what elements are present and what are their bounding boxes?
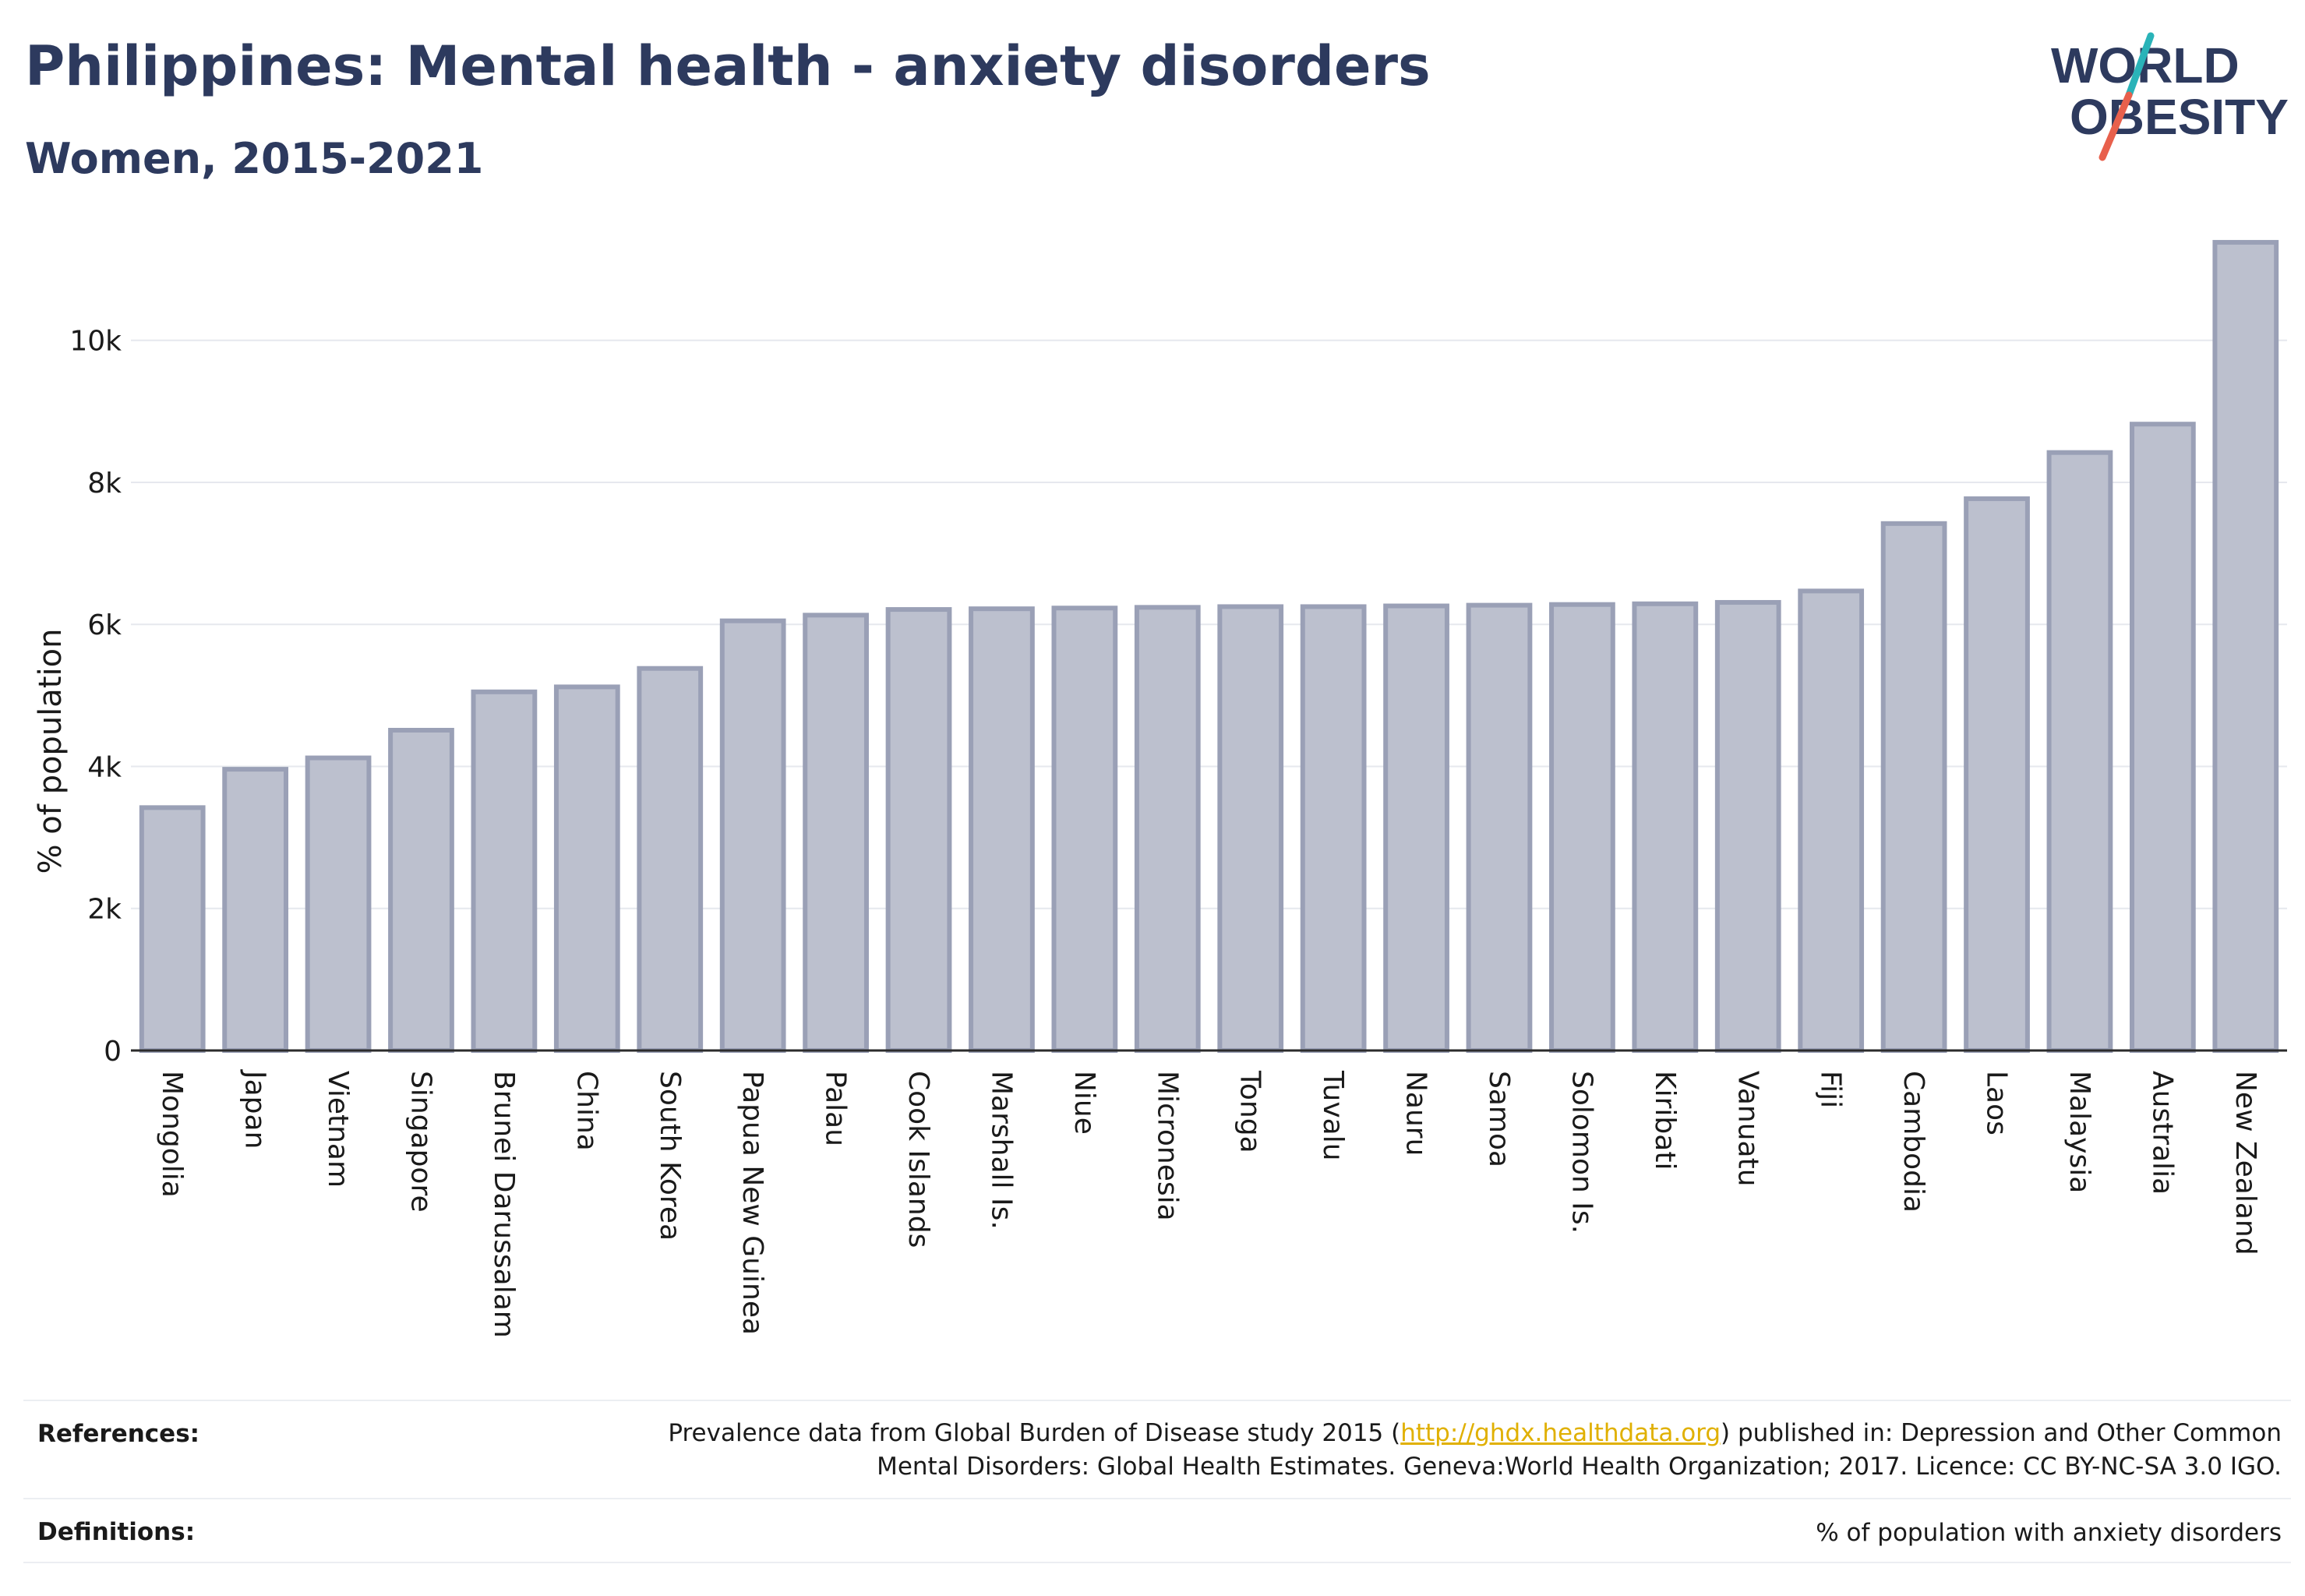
x-tick-label: Fiji xyxy=(1815,1071,1847,1108)
bar-laos[interactable] xyxy=(1964,496,2030,1053)
bar-niue[interactable] xyxy=(1051,606,1118,1053)
bar-palau[interactable] xyxy=(803,613,869,1053)
definitions-label: Definitions: xyxy=(37,1518,196,1546)
x-tick-label: New Zealand xyxy=(2229,1071,2261,1255)
y-tick-label: 10k xyxy=(69,326,122,358)
y-tick-label: 0 xyxy=(104,1036,122,1068)
references-link[interactable]: http://ghdx.healthdata.org xyxy=(1400,1419,1721,1447)
bar-malaysia[interactable] xyxy=(2046,450,2113,1053)
x-tick-label: Samoa xyxy=(1483,1071,1515,1167)
bar-cambodia[interactable] xyxy=(1880,521,1947,1053)
x-tick-label: Vietnam xyxy=(322,1071,354,1188)
references-line2: Mental Disorders: Global Health Estimate… xyxy=(877,1453,2282,1481)
x-tick-label: Tonga xyxy=(1234,1070,1266,1153)
bar-samoa[interactable] xyxy=(1466,602,1533,1053)
logo-slash-red xyxy=(2099,91,2133,161)
x-tick-label: Niue xyxy=(1068,1071,1100,1135)
x-tick-label: Micronesia xyxy=(1151,1071,1183,1221)
bar-south-korea[interactable] xyxy=(637,666,704,1053)
logo-slash-teal xyxy=(2125,32,2155,99)
x-tick-label: Mongolia xyxy=(156,1071,188,1198)
bar-australia[interactable] xyxy=(2129,422,2196,1053)
y-axis-title: % of population xyxy=(33,629,69,874)
bar-china[interactable] xyxy=(553,684,620,1053)
chart-title: Philippines: Mental health - anxiety dis… xyxy=(25,34,1431,98)
bars xyxy=(139,239,2279,1054)
grid-lines xyxy=(131,339,2287,909)
x-tick-label: Singapore xyxy=(404,1071,436,1213)
bar-mongolia[interactable] xyxy=(139,805,206,1053)
world-obesity-logo: WORLD OBESITY xyxy=(2051,32,2289,161)
bar-papua-new-guinea[interactable] xyxy=(719,618,786,1053)
bar-new-zealand[interactable] xyxy=(2212,239,2279,1053)
bar-cook-islands[interactable] xyxy=(885,607,952,1053)
x-tick-label: Cambodia xyxy=(1897,1071,1929,1213)
logo-line-obesity: OBESITY xyxy=(2070,89,2289,145)
bar-vanuatu[interactable] xyxy=(1714,599,1781,1053)
bar-nauru[interactable] xyxy=(1383,603,1449,1053)
bar-brunei-darussalam[interactable] xyxy=(471,689,538,1054)
bar-micronesia[interactable] xyxy=(1134,605,1201,1053)
x-tick-label: Australia xyxy=(2146,1071,2178,1195)
footer-divider-bottom xyxy=(23,1562,2291,1563)
bar-tonga[interactable] xyxy=(1217,604,1284,1053)
bar-japan[interactable] xyxy=(222,767,289,1053)
bar-marshall-is[interactable] xyxy=(969,606,1035,1053)
x-tick-label: Papua New Guinea xyxy=(736,1071,768,1335)
references-line1-post: ) published in: Depression and Other Com… xyxy=(1721,1419,2282,1447)
y-tick-labels: 0 2k 4k 6k 8k 10k xyxy=(69,326,122,1068)
x-tick-label: Palau xyxy=(820,1071,852,1146)
x-tick-label: Vanuatu xyxy=(1731,1071,1763,1187)
x-tick-labels: Mongolia Japan Vietnam Singapore Brunei Daru… xyxy=(156,1069,2261,1338)
x-tick-label: Nauru xyxy=(1400,1071,1432,1156)
definitions-text: % of population with anxiety disorders xyxy=(1816,1519,2282,1547)
bar-fiji[interactable] xyxy=(1798,588,1865,1053)
y-tick-label: 6k xyxy=(87,609,122,641)
x-tick-label: Cook Islands xyxy=(902,1071,934,1248)
x-tick-label: Brunei Darussalam xyxy=(488,1071,520,1338)
references-text: Prevalence data from Global Burden of Di… xyxy=(668,1417,2282,1484)
x-tick-label: South Korea xyxy=(654,1071,686,1241)
x-tick-label: Kiribati xyxy=(1649,1071,1681,1170)
footer-divider-top xyxy=(23,1400,2291,1401)
bar-tuvalu[interactable] xyxy=(1300,604,1367,1053)
bar-vietnam[interactable] xyxy=(305,755,372,1053)
x-tick-label: Laos xyxy=(1981,1071,2013,1135)
y-tick-label: 2k xyxy=(87,894,122,926)
x-tick-label: Marshall Is. xyxy=(985,1071,1017,1230)
x-tick-label: Malaysia xyxy=(2063,1071,2095,1193)
references-line1-pre: Prevalence data from Global Burden of Di… xyxy=(668,1419,1401,1447)
bar-kiribati[interactable] xyxy=(1632,601,1699,1053)
y-tick-label: 4k xyxy=(87,751,122,783)
bar-chart: 0 2k 4k 6k 8k 10k Mongolia Japan Vietnam Singapo… xyxy=(33,239,2287,1338)
chart-subtitle: Women, 2015-2021 xyxy=(25,134,484,183)
bar-singapore[interactable] xyxy=(388,728,454,1053)
footer-divider-middle xyxy=(23,1498,2291,1499)
bar-solomon-is[interactable] xyxy=(1549,602,1615,1053)
references-label: References: xyxy=(37,1420,200,1448)
x-tick-label: Tuvalu xyxy=(1317,1070,1349,1161)
x-tick-label: Japan xyxy=(239,1069,271,1149)
y-tick-label: 8k xyxy=(87,468,122,500)
x-tick-label: China xyxy=(570,1071,602,1151)
x-tick-label: Solomon Is. xyxy=(1565,1071,1597,1234)
